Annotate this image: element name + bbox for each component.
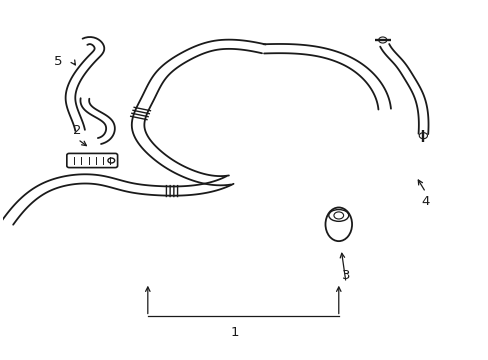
Text: 5: 5 [54,55,62,68]
Text: 1: 1 [230,326,239,339]
Text: 3: 3 [341,269,349,282]
Text: 4: 4 [421,195,429,208]
Text: 2: 2 [73,124,82,137]
